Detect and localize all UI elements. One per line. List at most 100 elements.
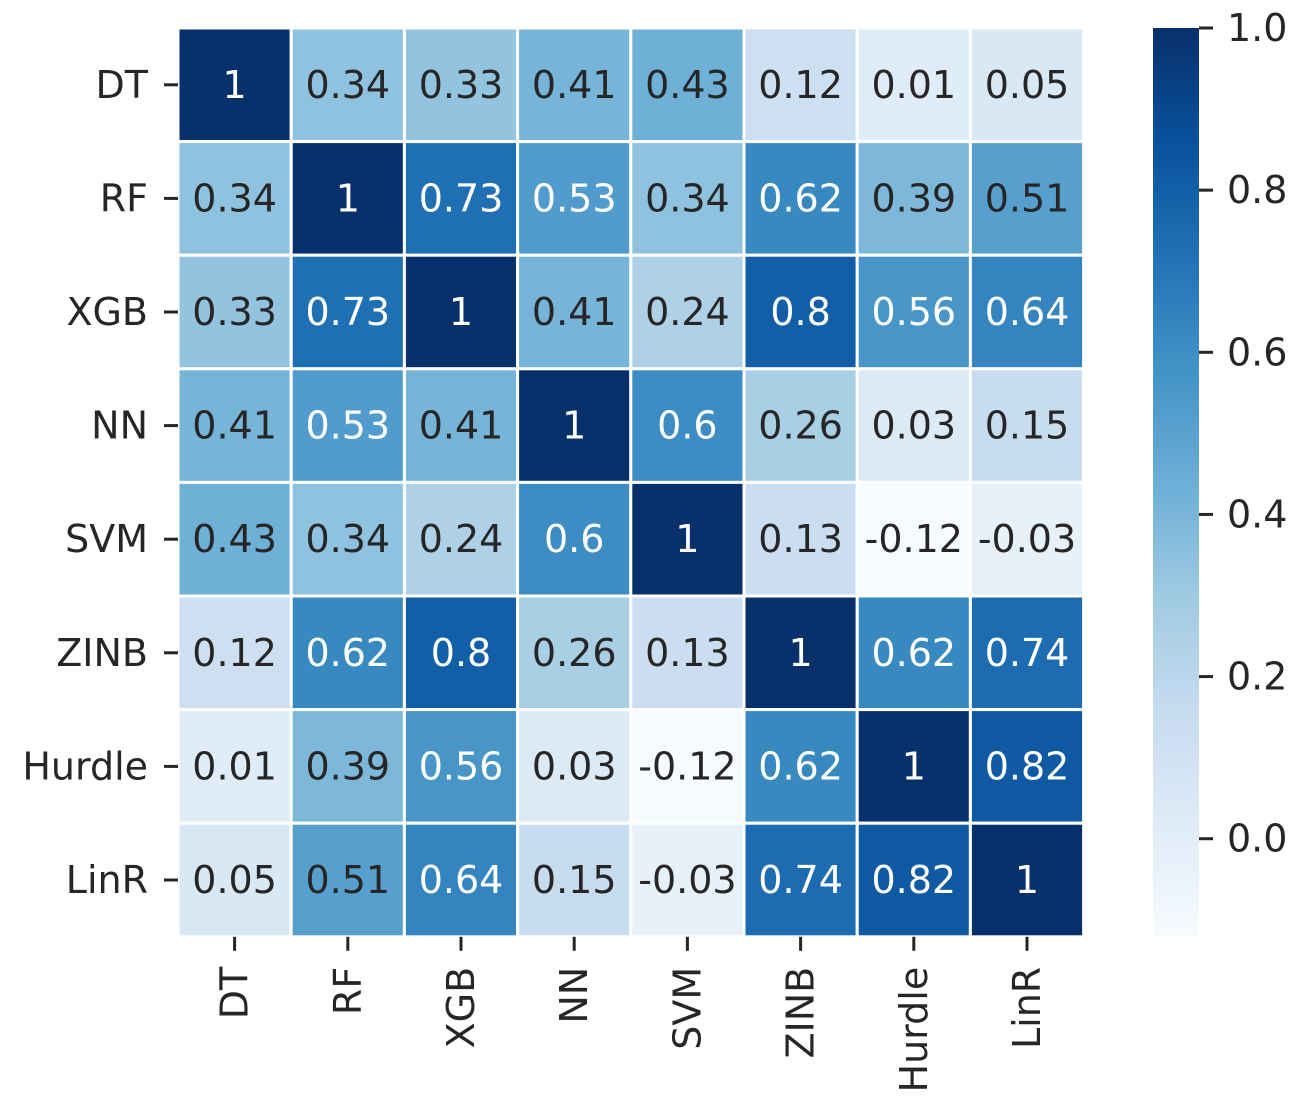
heatmap-cell-RF-NN — [516, 140, 633, 257]
cell-value-DT-ZINB: 0.12 — [758, 63, 843, 107]
cell-value-NN-RF: 0.53 — [305, 404, 390, 448]
x-tick-label-LinR: LinR — [1005, 967, 1049, 1049]
cell-value-NN-Hurdle: 0.03 — [871, 404, 956, 448]
y-tick-label-NN: NN — [91, 404, 148, 448]
heatmap-cell-ZINB-ZINB — [742, 594, 859, 712]
heatmap-cell-NN-XGB — [402, 367, 520, 484]
heatmap-cell-NN-NN — [516, 367, 633, 484]
cell-value-LinR-LinR: 1 — [1015, 858, 1039, 902]
heatmap-cell-LinR-LinR — [968, 821, 1086, 939]
cell-value-RF-LinR: 0.51 — [985, 176, 1070, 220]
heatmap-cell-Hurdle-XGB — [402, 708, 520, 825]
cell-value-XGB-XGB: 1 — [449, 290, 473, 334]
cell-value-NN-XGB: 0.41 — [419, 404, 504, 448]
cell-value-DT-XGB: 0.33 — [419, 63, 504, 107]
heatmap-cell-XGB-ZINB — [742, 253, 859, 371]
x-axis: DT RF XGB NN SVM ZINB Hurdle LinR — [213, 936, 1049, 1092]
cell-value-RF-NN: 0.53 — [532, 176, 617, 220]
cell-value-Hurdle-RF: 0.39 — [305, 744, 390, 788]
cell-value-XGB-ZINB: 0.8 — [770, 290, 830, 334]
heatmap-cell-ZINB-Hurdle — [855, 594, 972, 712]
cell-value-SVM-RF: 0.34 — [305, 517, 390, 561]
cell-value-DT-LinR: 0.05 — [985, 63, 1070, 107]
cell-value-LinR-ZINB: 0.74 — [758, 858, 843, 902]
heatmap-cell-DT-ZINB — [742, 26, 859, 144]
cell-value-LinR-RF: 0.51 — [305, 858, 390, 902]
cell-value-SVM-NN: 0.6 — [544, 517, 604, 561]
cell-value-RF-RF: 1 — [336, 176, 360, 220]
cell-value-Hurdle-NN: 0.03 — [532, 744, 617, 788]
heatmap-cell-XGB-RF — [289, 253, 406, 371]
x-tick-label-RF: RF — [326, 967, 370, 1015]
y-axis: DT RF XGB NN SVM ZINB Hurdle LinR — [22, 63, 178, 902]
y-tick-label-ZINB: ZINB — [56, 631, 148, 675]
y-tick-label-RF: RF — [100, 176, 148, 220]
cell-value-NN-SVM: 0.6 — [657, 404, 717, 448]
heatmap-cell-SVM-LinR — [968, 480, 1086, 598]
cell-value-LinR-NN: 0.15 — [532, 858, 617, 902]
cell-value-XGB-DT: 0.33 — [192, 290, 277, 334]
heatmap-cell-DT-LinR — [968, 26, 1086, 144]
cell-value-SVM-XGB: 0.24 — [419, 517, 504, 561]
cell-value-LinR-DT: 0.05 — [192, 858, 277, 902]
cell-value-SVM-Hurdle: -0.12 — [865, 517, 963, 561]
cell-value-Hurdle-LinR: 0.82 — [985, 744, 1070, 788]
cell-value-Hurdle-SVM: -0.12 — [638, 744, 736, 788]
heatmap-cell-NN-SVM — [629, 367, 746, 484]
cell-value-RF-DT: 0.34 — [192, 176, 277, 220]
heatmap-cell-Hurdle-ZINB — [742, 708, 859, 825]
heatmap-cell-NN-Hurdle — [855, 367, 972, 484]
heatmap-cell-XGB-Hurdle — [855, 253, 972, 371]
cell-value-ZINB-RF: 0.62 — [305, 631, 390, 675]
heatmap-cell-Hurdle-DT — [176, 708, 293, 825]
cell-value-Hurdle-ZINB: 0.62 — [758, 744, 843, 788]
cell-value-LinR-SVM: -0.03 — [638, 858, 736, 902]
cell-value-XGB-RF: 0.73 — [305, 290, 390, 334]
colorbar-tick-label-0.6: 0.6 — [1227, 330, 1287, 374]
cell-value-NN-DT: 0.41 — [192, 404, 277, 448]
cell-value-DT-RF: 0.34 — [305, 63, 390, 107]
cell-value-NN-ZINB: 0.26 — [758, 404, 843, 448]
heatmap-cell-LinR-SVM — [629, 821, 746, 939]
cell-value-RF-Hurdle: 0.39 — [871, 176, 956, 220]
cell-value-SVM-ZINB: 0.13 — [758, 517, 843, 561]
cell-value-DT-DT: 1 — [223, 63, 247, 107]
y-tick-label-Hurdle: Hurdle — [22, 744, 148, 788]
heatmap-cell-Hurdle-SVM — [629, 708, 746, 825]
cell-value-ZINB-ZINB: 1 — [789, 631, 813, 675]
cell-value-SVM-LinR: -0.03 — [978, 517, 1076, 561]
cell-value-ZINB-SVM: 0.13 — [645, 631, 730, 675]
heatmap-cell-SVM-NN — [516, 480, 633, 598]
x-tick-label-ZINB: ZINB — [779, 967, 823, 1059]
cell-value-DT-Hurdle: 0.01 — [871, 63, 956, 107]
x-tick-label-DT: DT — [213, 966, 257, 1019]
cell-value-Hurdle-Hurdle: 1 — [902, 744, 926, 788]
cell-value-NN-LinR: 0.15 — [985, 404, 1070, 448]
cell-value-XGB-SVM: 0.24 — [645, 290, 730, 334]
colorbar-tick-label-0.8: 0.8 — [1227, 168, 1287, 212]
heatmap-cell-SVM-SVM — [629, 480, 746, 598]
cell-value-ZINB-NN: 0.26 — [532, 631, 617, 675]
y-tick-label-XGB: XGB — [66, 290, 148, 334]
heatmap-cell-ZINB-RF — [289, 594, 406, 712]
cell-value-DT-NN: 0.41 — [532, 63, 617, 107]
heatmap-cell-XGB-XGB — [402, 253, 520, 371]
heatmap-cell-XGB-LinR — [968, 253, 1086, 371]
y-tick-label-DT: DT — [96, 63, 149, 107]
x-tick-label-NN: NN — [552, 967, 596, 1024]
cell-value-RF-XGB: 0.73 — [419, 176, 504, 220]
heatmap-cell-RF-RF — [289, 140, 406, 257]
x-tick-label-SVM: SVM — [665, 967, 709, 1050]
y-tick-label-LinR: LinR — [66, 858, 148, 902]
cell-value-XGB-Hurdle: 0.56 — [871, 290, 956, 334]
heatmap-cell-Hurdle-Hurdle — [855, 708, 972, 825]
heatmap-cell-labels: 1 0.34 0.33 0.41 0.43 0.12 0.01 0.05 0.34 1 0.73 0.… — [192, 63, 1076, 902]
heatmap-cell-RF-ZINB — [742, 140, 859, 257]
cell-value-ZINB-LinR: 0.74 — [985, 631, 1070, 675]
heatmap-cell-ZINB-LinR — [968, 594, 1086, 712]
cell-value-ZINB-XGB: 0.8 — [431, 631, 491, 675]
cell-value-NN-NN: 1 — [562, 404, 586, 448]
heatmap-cell-RF-LinR — [968, 140, 1086, 257]
cell-value-RF-ZINB: 0.62 — [758, 176, 843, 220]
